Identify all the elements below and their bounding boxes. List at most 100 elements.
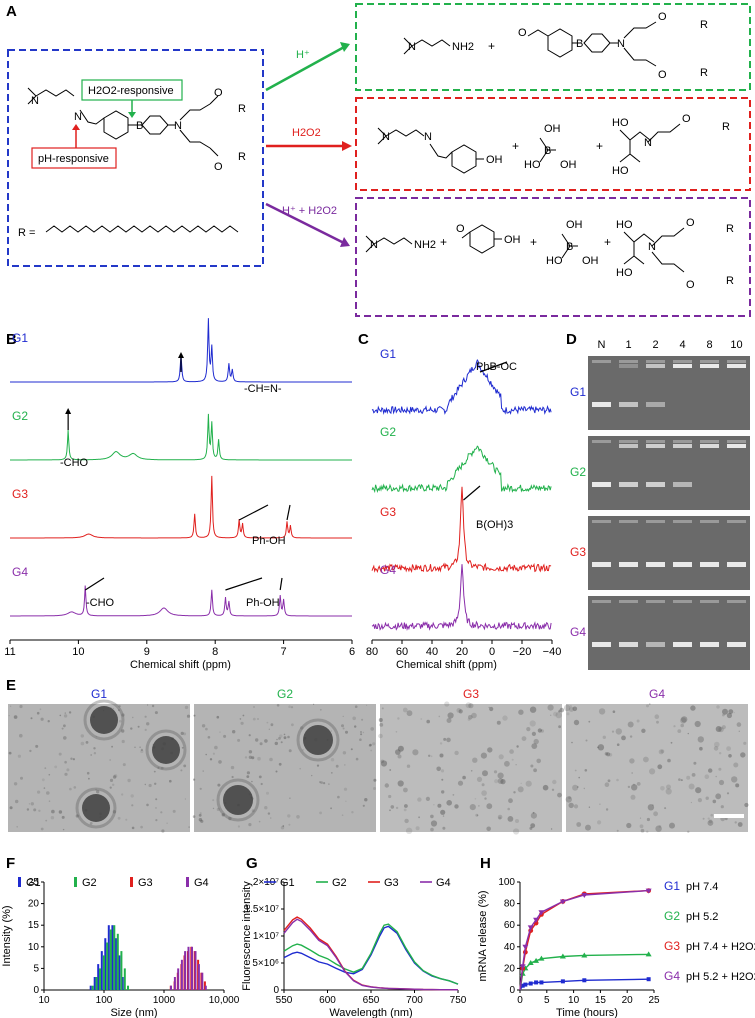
tem-grain — [302, 749, 304, 751]
tem-grain — [480, 752, 487, 759]
f-y-tick-label: 15 — [28, 920, 40, 931]
f-bar-g2 — [127, 985, 129, 990]
h-y-tick-label: 20 — [504, 963, 516, 974]
tem-grain — [207, 736, 211, 739]
tem-grain — [497, 814, 503, 820]
tem-grain — [471, 712, 477, 719]
product-box-h — [355, 3, 751, 91]
tem-grain — [468, 715, 473, 720]
gel-band-free — [619, 482, 638, 487]
tem-grain — [48, 773, 51, 776]
tem-grain — [508, 798, 513, 804]
tem-grain — [259, 742, 263, 746]
tem-grain — [112, 707, 114, 710]
tem-grain — [344, 764, 346, 766]
tem-grain — [269, 817, 272, 819]
tem-grain — [542, 784, 549, 791]
tem-grain — [389, 809, 391, 812]
tem-grain — [360, 733, 363, 736]
tem-grain — [446, 800, 453, 806]
tem-grain — [61, 815, 65, 819]
reactant-n2: N — [74, 111, 82, 123]
tem-grain — [205, 727, 208, 731]
h-point-g2 — [645, 951, 652, 957]
tem-grain — [688, 783, 695, 790]
tem-grain — [33, 808, 37, 812]
tem-grain — [516, 745, 519, 748]
tem-grain — [63, 724, 66, 728]
tem-grain — [572, 784, 579, 791]
f-bar-g2 — [123, 968, 126, 990]
gel-label-g1: G1 — [570, 385, 586, 399]
f-bar-g2 — [116, 933, 119, 990]
nmr-xlabel: Chemical shift (ppm) — [130, 659, 231, 671]
tem-grain — [708, 819, 713, 824]
gel-lane-label: 4 — [679, 339, 685, 351]
tem-grain — [269, 757, 273, 762]
g-y-tick-label: 0 — [273, 985, 279, 996]
prod-h2o2-b: B — [544, 145, 551, 157]
tem-label-g4: G4 — [649, 687, 665, 701]
tem-grain — [88, 777, 90, 780]
tem-grain — [90, 754, 93, 756]
f-bar-g4 — [197, 964, 200, 990]
tem-grain — [517, 786, 524, 793]
tem-grain — [486, 803, 493, 810]
tem-grain — [468, 703, 474, 709]
gel-well — [727, 440, 746, 443]
prod-h2o2-ho2: HO — [612, 117, 629, 129]
prod-h2o2-r: R — [722, 121, 730, 133]
tem-grain — [283, 736, 287, 740]
gel-g3 — [588, 516, 750, 590]
tem-grain — [515, 819, 519, 823]
tem-grain — [452, 794, 455, 796]
h2o2-pointer-head — [128, 112, 136, 118]
tem-grain — [112, 810, 117, 814]
g-y-tick-label: 5×10⁶ — [252, 958, 279, 969]
tem-grain — [274, 741, 278, 746]
tem-grain — [629, 758, 635, 764]
tem-grain — [441, 778, 444, 781]
tem-particle — [82, 794, 110, 822]
h-point-g1 — [560, 979, 565, 984]
tem-grain — [639, 824, 644, 829]
h-y-tick-label: 80 — [504, 899, 516, 910]
f-bar-g2 — [99, 968, 101, 990]
tem-grain — [428, 754, 431, 757]
gel-well — [727, 360, 746, 363]
f-bar-g4 — [201, 972, 204, 990]
tem-grain — [218, 760, 222, 764]
prod-both-r1: R — [726, 223, 734, 235]
nmr-tick-label: 7 — [281, 646, 287, 658]
prod-both-oh2: OH — [582, 255, 599, 267]
tem-grain — [342, 715, 344, 718]
h-line-g4 — [519, 889, 649, 991]
tem-grain — [726, 712, 733, 719]
tem-grain — [498, 816, 502, 820]
tem-grain — [531, 731, 537, 737]
tem-grain — [569, 705, 572, 708]
gel-well — [700, 360, 719, 363]
tem-grain — [454, 804, 459, 809]
prod-h-n2: N — [617, 38, 625, 50]
gel-well — [646, 520, 665, 523]
tem-grain — [359, 738, 362, 741]
tem-grain — [728, 709, 734, 714]
tem-grain — [328, 783, 330, 785]
plus-both-2: + — [530, 235, 537, 249]
tem-grain — [354, 725, 357, 728]
tem-grain — [713, 746, 719, 751]
tem-grain — [341, 814, 344, 816]
tem-grain — [278, 737, 281, 740]
nmr-spectrum-g4 — [10, 585, 352, 617]
tem-particle — [303, 725, 333, 755]
tem-grain — [320, 781, 324, 784]
tem-grain — [130, 794, 134, 798]
tem-grain — [370, 749, 373, 752]
prod-h2o2-boh-top: OH — [544, 123, 561, 135]
b11-panel: G1 G2 G3 G4 80 60 40 20 0 −20 −40 — [366, 347, 561, 658]
tem-grain — [8, 751, 12, 755]
tem-grain — [251, 780, 253, 783]
tem-grain — [441, 790, 445, 794]
tem-grain — [216, 715, 220, 719]
